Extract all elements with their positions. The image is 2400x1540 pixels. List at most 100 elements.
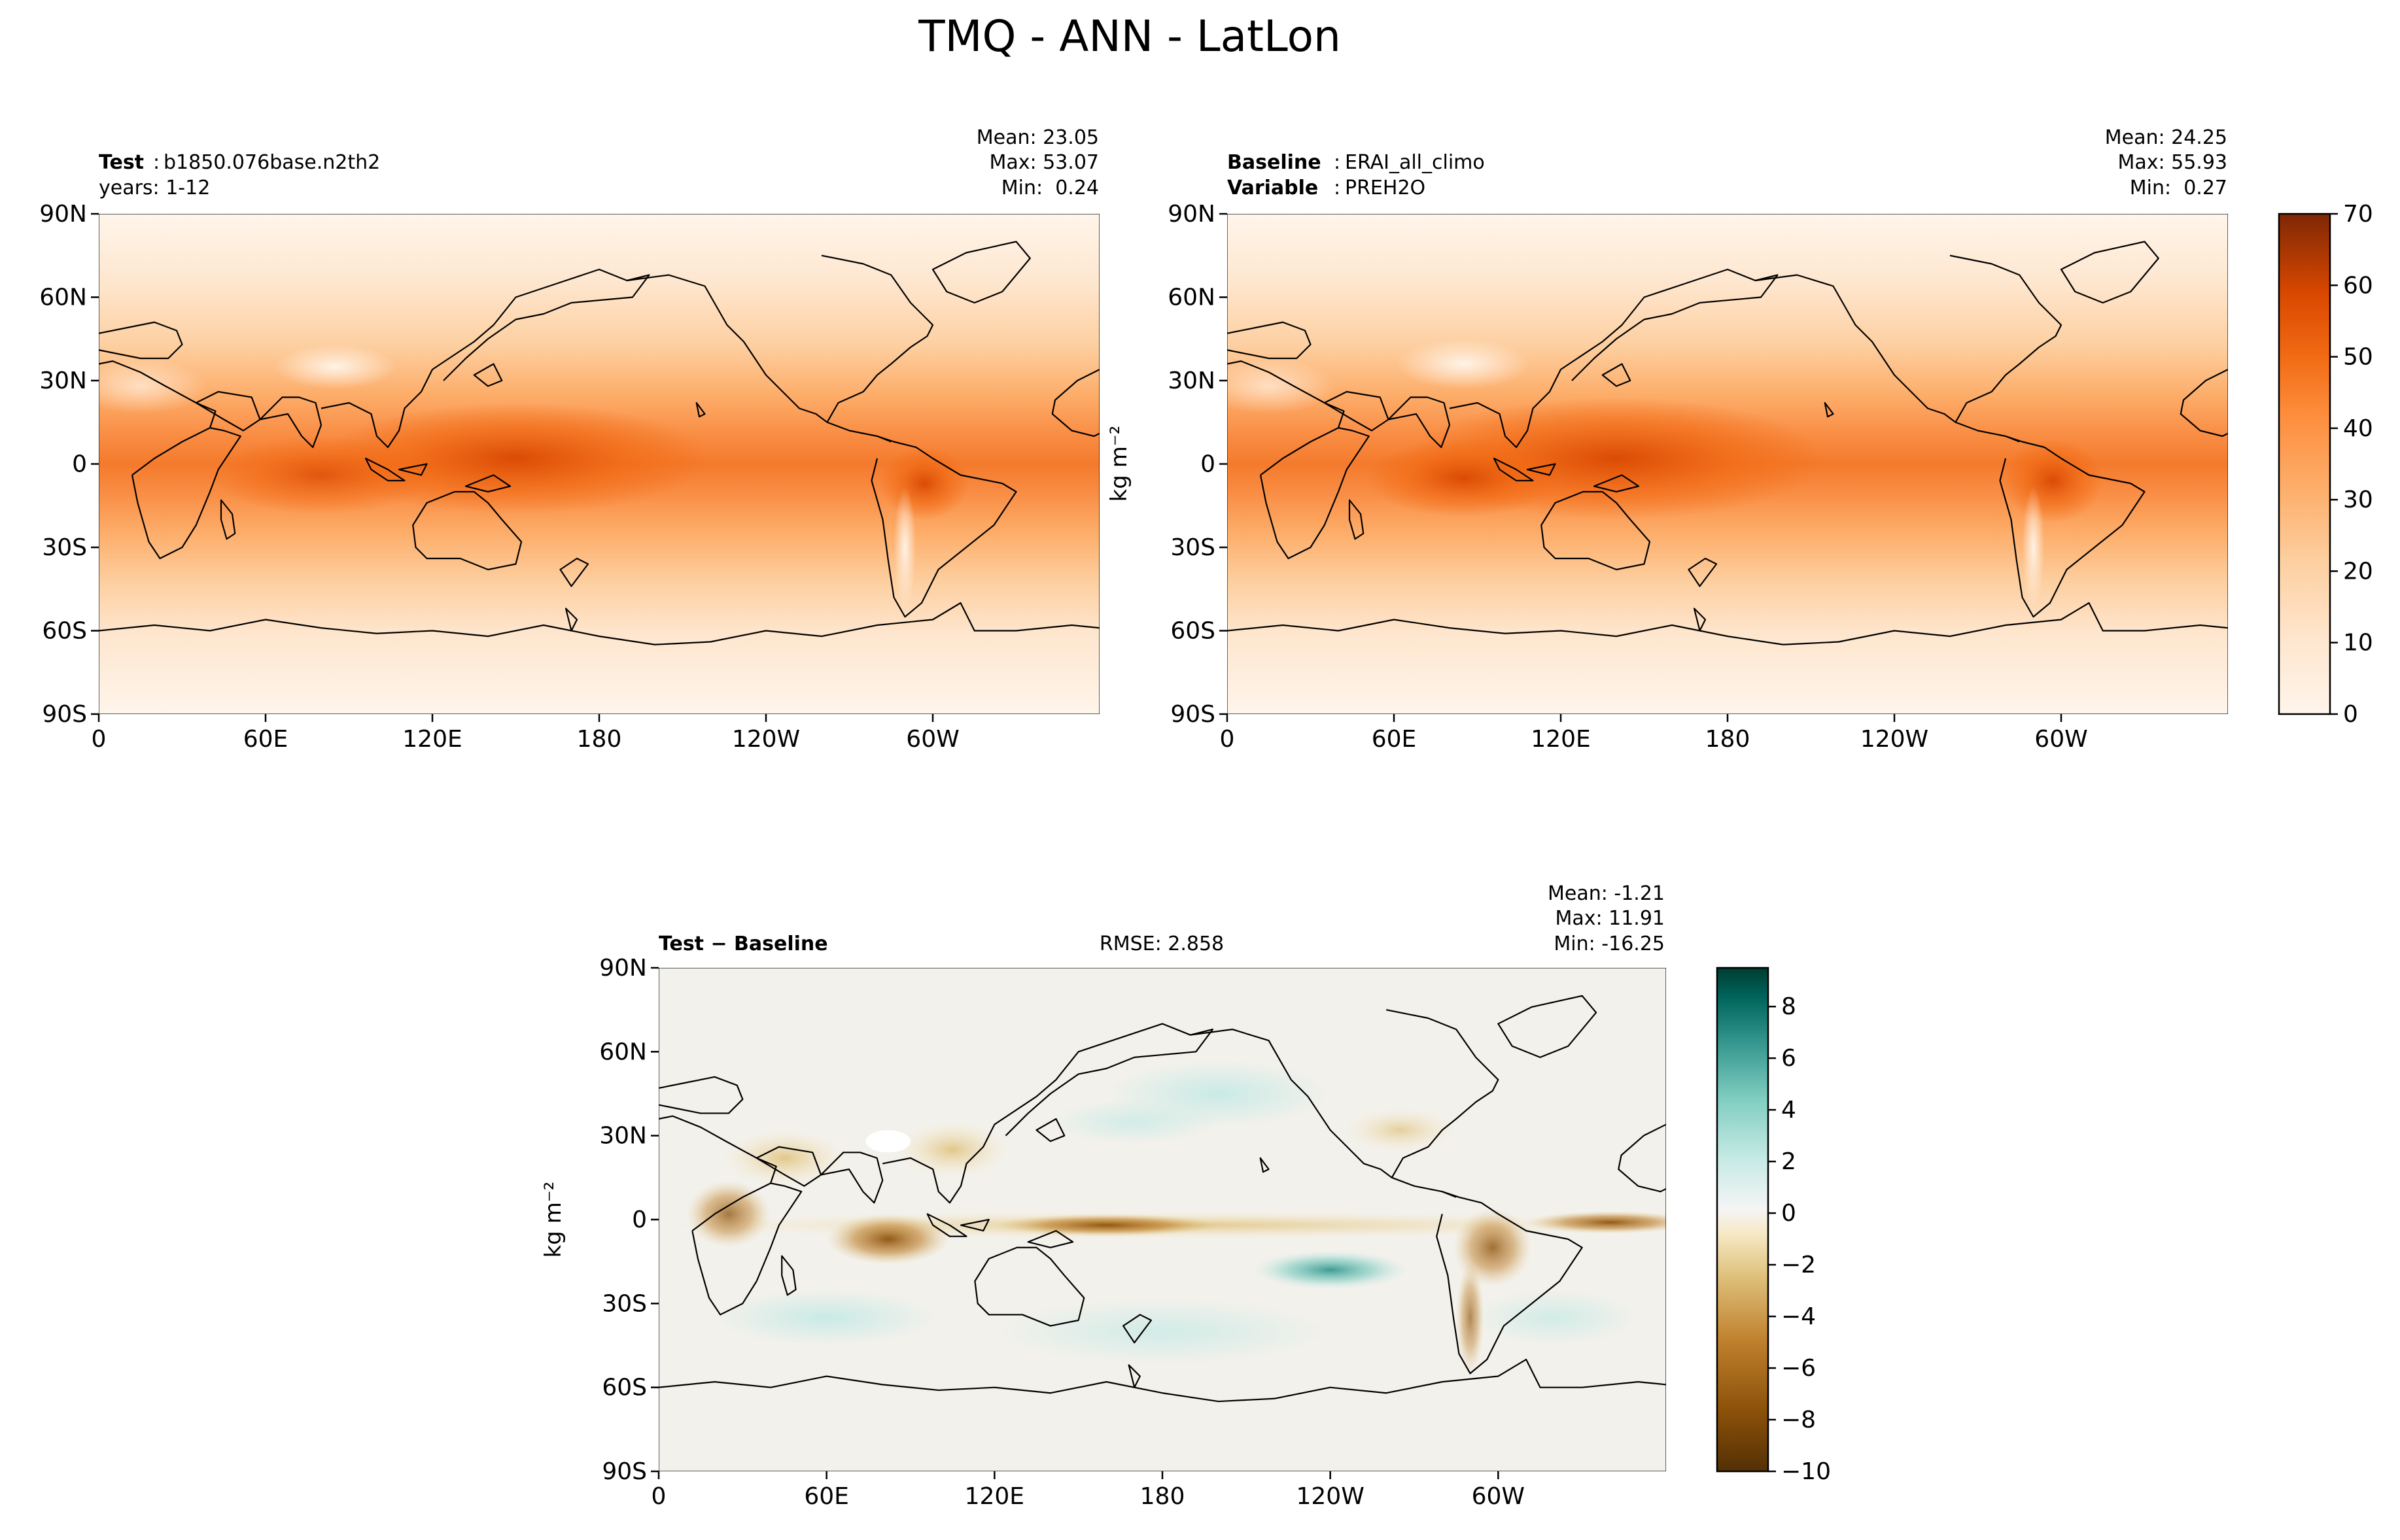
panel-test-label-sep: : [153,151,160,174]
y-tick-label: 60N [39,284,87,311]
coastline-segment [975,1248,1084,1326]
colorbar-tick-label: −10 [1781,1458,1831,1485]
y-tick-label: 60S [602,1375,647,1401]
colorbar-tick-label: 0 [1781,1200,1796,1227]
coastline-segment [466,475,510,492]
panel-test-tibet-dry [273,344,396,389]
coastline-segment [933,242,1030,303]
colorbar-top-label: kg m⁻² [1106,426,1132,502]
panel-test-axes: 0 60E 120E 180 120W 60W 90N 60N 30N 0 30S 60S 90S [39,201,959,753]
y-tick-label: 30S [1170,534,1215,561]
x-tick-label: 120E [965,1483,1024,1510]
panel-test-coastlines [99,242,1100,645]
x-tick-label: 180 [1705,726,1750,753]
x-tick-label: 60W [1472,1483,1525,1510]
panel-baseline-variable-sep: : [1334,177,1340,199]
coastline-segment [659,1077,742,1114]
coastline-segment [1037,1119,1065,1141]
x-tick-label: 60W [906,726,959,753]
coastline-segment [99,361,216,475]
colorbar-tick-label: 0 [2343,701,2358,728]
coastline-segment [697,403,705,417]
coastline-segment [1191,1029,1456,1197]
coastline-segment [1594,475,1639,492]
coastline-segment [659,1360,1666,1401]
panel-baseline-max: Max: 55.93 [2117,151,2227,174]
panel-diff-map [659,968,1666,1471]
panel-test-label-bold: Test [99,151,144,174]
x-tick-label: 60E [243,726,288,753]
panel-diff-eq-brown [994,1214,1219,1237]
panel-test: Test : b1850.076base.n2th2 years: 1-12 M… [39,126,1100,753]
panel-diff-eq-brown-east [1526,1211,1666,1234]
coastline-segment [1261,428,1369,558]
coastline-segment [1694,609,1705,631]
y-tick-label: 90N [39,201,87,228]
coastline-segment [882,1024,1213,1203]
panel-test-header: Test : b1850.076base.n2th2 years: 1-12 M… [99,126,1099,199]
y-tick-label: 30N [39,368,87,394]
coastline-segment [2181,369,2228,436]
panel-baseline-coastlines [1227,242,2228,645]
coastline-segment [1603,364,1631,386]
coastline-segment [1129,1365,1140,1387]
panel-baseline-amazon [2002,439,2103,522]
panel-baseline-label-bold: Baseline [1227,151,1321,174]
panel-baseline-mean: Mean: 24.25 [2105,126,2227,149]
panel-diff-us-tan [1344,1107,1457,1153]
coastline-segment [1436,1191,1582,1373]
colorbar-bottom-bar [1716,967,1769,1473]
panel-diff-ylabel: kg m⁻² [540,1182,566,1258]
y-tick-label: 60S [42,618,87,645]
coastline-segment [2000,436,2145,617]
coastline-segment [1227,361,1344,475]
y-tick-label: 30N [1168,368,1215,394]
panel-test-years: years: 1-12 [99,177,210,199]
coastline-segment [1450,269,1778,447]
panel-diff-indian-brown [826,1214,950,1265]
coastline-segment [260,398,322,448]
colorbar-tick-label: 20 [2343,558,2373,585]
coastline-segment [2061,242,2159,303]
panel-baseline-variable-bold: Variable [1227,177,1318,199]
panel-baseline: Baseline : ERAI_all_climo Variable : PRE… [1168,126,2228,753]
coastline-segment [1227,322,1311,358]
coastline-segment [627,275,892,442]
panel-diff-pacific-teal [1251,1250,1409,1290]
panel-diff-arabia-brown [723,1130,846,1186]
coastline-segment [99,603,1100,645]
y-tick-label: 30S [602,1290,647,1317]
x-tick-label: 0 [652,1483,667,1510]
panel-diff-label-bold: Test − Baseline [659,933,828,955]
coastline-segment [1950,256,2061,422]
panel-test-label-value: b1850.076base.n2th2 [164,151,380,174]
panel-diff-sh-teal-3 [1470,1289,1639,1346]
coastline-segment [399,464,427,475]
coastline-segment [1825,403,1834,417]
x-tick-label: 120E [1531,726,1590,753]
x-tick-label: 120E [402,726,462,753]
coastline-segment [366,458,405,481]
panel-test-min: Min: 0.24 [1001,177,1099,199]
y-tick-label: 90S [1170,701,1215,728]
y-tick-label: 90S [602,1458,647,1485]
colorbar-tick-label: 8 [1781,993,1796,1020]
colorbar-tick-label: 60 [2343,272,2373,299]
coastline-segment [132,428,241,558]
y-tick-label: 90N [1168,201,1215,228]
coastline-segment [872,436,1017,617]
colorbar-bottom-ticks: −10 −8 −6 −4 −2 0 2 4 6 8 [1768,993,1831,1485]
panel-baseline-sahara-dry [1227,358,1336,414]
colorbar-top: 0 10 20 30 40 50 60 70 kg m⁻² [1106,201,2373,728]
coastline-segment [1028,1231,1073,1248]
colorbar-tick-label: −2 [1781,1252,1816,1278]
coastline-segment [1389,398,1450,448]
x-tick-label: 120W [1860,726,1928,753]
panel-diff-min: Min: -16.25 [1554,933,1665,955]
panel-diff-sh-teal-2 [994,1297,1330,1365]
coastline-segment [659,1116,776,1231]
coastline-segment [1541,492,1650,570]
x-tick-label: 0 [1220,726,1235,753]
x-tick-label: 60W [2034,726,2087,753]
y-tick-label: 0 [72,451,87,478]
